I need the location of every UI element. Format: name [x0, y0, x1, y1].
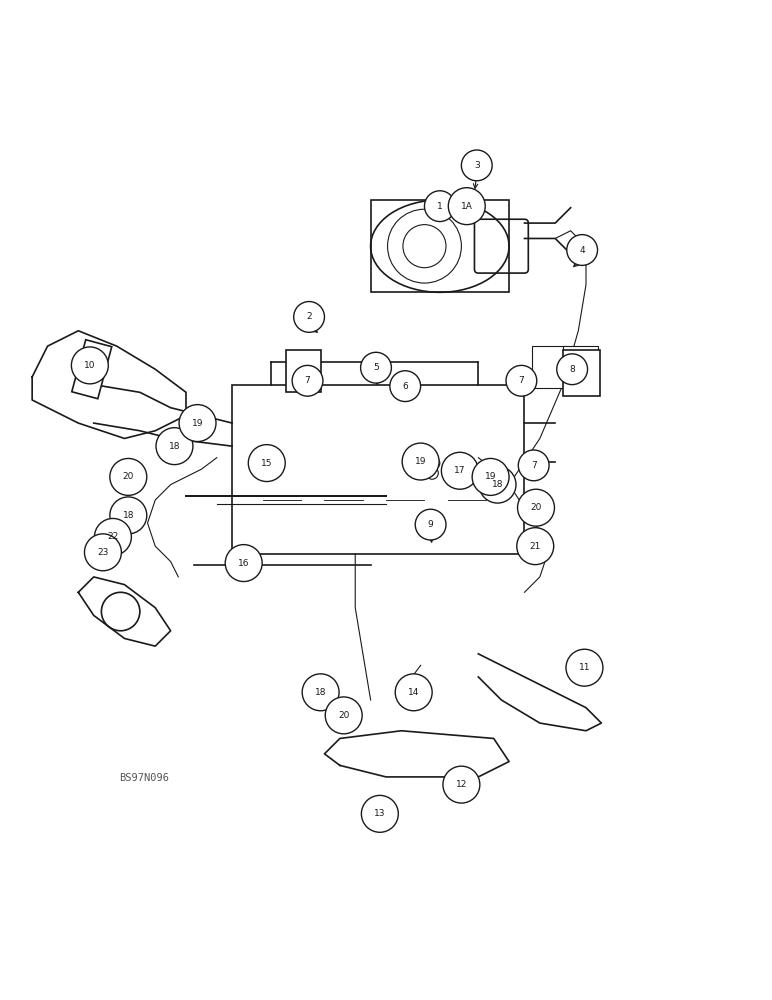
Circle shape: [449, 188, 486, 225]
Text: 1: 1: [437, 202, 442, 211]
Circle shape: [84, 534, 121, 571]
Text: 22: 22: [107, 532, 119, 541]
Circle shape: [567, 235, 598, 265]
Text: 17: 17: [454, 466, 466, 475]
Text: 16: 16: [238, 559, 249, 568]
Text: 10: 10: [84, 361, 96, 370]
Circle shape: [110, 497, 147, 534]
Text: 5: 5: [373, 363, 379, 372]
Circle shape: [249, 445, 285, 482]
Circle shape: [225, 545, 262, 582]
Bar: [232, 385, 524, 554]
Bar: [72, 340, 112, 399]
Bar: [563, 350, 600, 396]
Circle shape: [94, 518, 131, 555]
Circle shape: [557, 354, 587, 385]
Circle shape: [361, 352, 391, 383]
Text: 7: 7: [305, 376, 310, 385]
Text: 8: 8: [569, 365, 575, 374]
Bar: [286, 350, 320, 392]
Text: 20: 20: [123, 472, 134, 481]
Text: 9: 9: [428, 520, 434, 529]
Circle shape: [395, 674, 432, 711]
Circle shape: [506, 365, 537, 396]
Circle shape: [517, 489, 554, 526]
Circle shape: [442, 452, 479, 489]
Circle shape: [453, 467, 466, 479]
Circle shape: [361, 795, 398, 832]
Bar: [563, 346, 598, 388]
Text: 4: 4: [579, 246, 585, 255]
Circle shape: [566, 649, 603, 686]
Text: 15: 15: [261, 459, 273, 468]
Circle shape: [302, 674, 339, 711]
Circle shape: [425, 191, 455, 222]
Text: 6: 6: [402, 382, 408, 391]
Circle shape: [426, 467, 438, 479]
Text: 18: 18: [492, 480, 503, 489]
Circle shape: [110, 458, 147, 495]
Circle shape: [390, 371, 421, 402]
Text: 7: 7: [531, 461, 537, 470]
Text: 18: 18: [169, 442, 180, 451]
Circle shape: [293, 302, 324, 332]
Text: 13: 13: [374, 809, 385, 818]
Text: 7: 7: [519, 376, 524, 385]
Circle shape: [402, 443, 439, 480]
Text: 20: 20: [530, 503, 542, 512]
Circle shape: [518, 450, 549, 481]
Text: 18: 18: [123, 511, 134, 520]
Text: 2: 2: [306, 312, 312, 321]
Text: 1A: 1A: [461, 202, 472, 211]
Text: 23: 23: [97, 548, 109, 557]
Text: 19: 19: [485, 472, 496, 481]
Text: 19: 19: [191, 419, 203, 428]
Text: 19: 19: [415, 457, 426, 466]
Circle shape: [516, 528, 554, 565]
Text: 21: 21: [530, 542, 541, 551]
Circle shape: [292, 365, 323, 396]
Text: 11: 11: [579, 663, 591, 672]
Circle shape: [179, 405, 216, 442]
Circle shape: [443, 766, 480, 803]
Circle shape: [71, 347, 108, 384]
Circle shape: [462, 150, 493, 181]
Text: 12: 12: [455, 780, 467, 789]
Text: BS97N096: BS97N096: [119, 773, 169, 783]
Circle shape: [479, 466, 516, 503]
Bar: [532, 346, 567, 388]
Text: 14: 14: [408, 688, 419, 697]
Text: 20: 20: [338, 711, 350, 720]
Circle shape: [428, 457, 440, 469]
Circle shape: [472, 458, 509, 495]
Circle shape: [156, 428, 193, 465]
Circle shape: [325, 697, 362, 734]
Circle shape: [415, 509, 446, 540]
Text: 3: 3: [474, 161, 479, 170]
Text: 18: 18: [315, 688, 327, 697]
